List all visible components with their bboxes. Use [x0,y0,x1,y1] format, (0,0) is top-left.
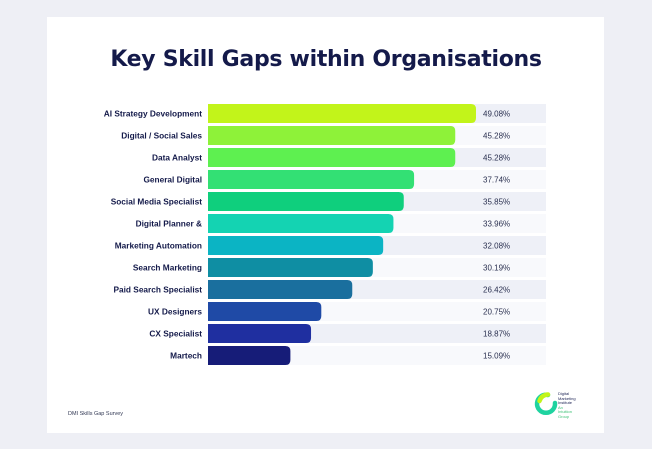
dmi-ring-logo-icon [534,392,558,416]
value-label: 35.85% [483,198,510,207]
bar [208,126,456,145]
category-label: Marketing Automation [115,241,202,251]
logo-sub-line: Group [558,413,570,419]
value-label: 49.08% [483,110,510,119]
category-label: UX Designers [148,307,202,317]
row-background [208,346,546,365]
logo-line: Institute [558,400,573,406]
category-label: Social Media Specialist [111,197,203,207]
value-label: 26.42% [483,286,510,295]
bar [208,104,476,123]
value-label: 37.74% [483,176,510,185]
logo-sub-line: Intuition [558,409,573,415]
bar [208,258,373,277]
value-label: 20.75% [483,308,510,317]
value-label: 45.28% [483,132,510,141]
bar [208,302,322,321]
category-label: Martech [170,351,202,361]
value-label: 15.09% [483,352,510,361]
bar [208,346,291,365]
bar [208,214,394,233]
value-label: 18.87% [483,330,510,339]
bar [208,280,353,299]
logo-line: Marketing [558,395,576,401]
value-label: 33.96% [483,220,510,229]
value-label: 32.08% [483,242,510,251]
bar [208,236,384,255]
bar [208,170,415,189]
bar [208,192,404,211]
category-label: Digital Planner & [136,219,202,229]
category-label: General Digital [143,175,202,185]
source-note: DMI Skills Gap Survey [68,411,124,417]
logo-sub-line: An [558,404,563,410]
bar [208,324,312,343]
value-label: 45.28% [483,154,510,163]
category-label: Digital / Social Sales [121,131,202,141]
chart-title: Key Skill Gaps within Organisations [110,47,542,72]
value-label: 30.19% [483,264,510,273]
category-label: Search Marketing [133,263,202,273]
category-label: Paid Search Specialist [113,285,202,295]
category-label: Data Analyst [152,153,202,163]
dmi-logo-text: Digital Marketing Institute An Intuition… [558,391,598,420]
category-label: AI Strategy Development [104,109,202,119]
logo-line: Digital [558,391,570,396]
category-label: CX Specialist [149,329,202,339]
bar [208,148,456,167]
